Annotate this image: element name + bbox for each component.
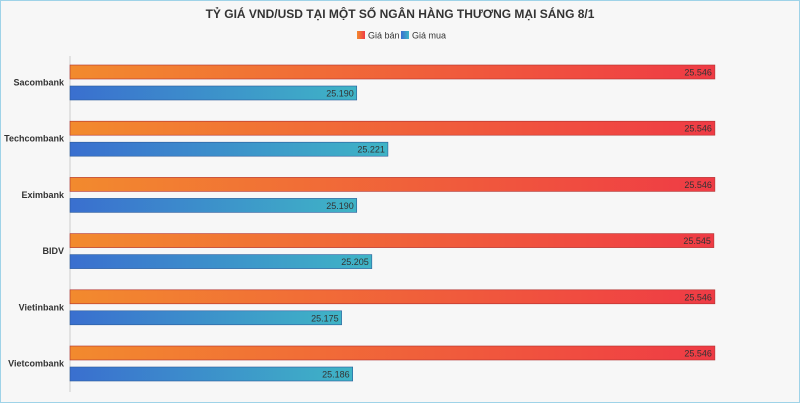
bars-group: Sacombank 25.546 25.190 Techcombank 25.546 25… — [4, 64, 716, 382]
bar-gia-ban — [69, 64, 716, 80]
category-label: Vietcombank — [8, 359, 65, 369]
legend-swatch-gia-ban — [357, 31, 365, 39]
category-label: Techcombank — [4, 134, 65, 144]
bar-value-label: 25.546 — [684, 124, 712, 134]
bar-value-label: 25.190 — [326, 201, 354, 211]
bar-value-label: 25.545 — [683, 236, 711, 246]
legend-swatch-gia-mua — [401, 31, 409, 39]
category-label: Sacombank — [13, 78, 65, 88]
category-label: Eximbank — [21, 190, 65, 200]
bar-value-label: 25.190 — [326, 89, 354, 99]
bar-gia-mua — [69, 85, 358, 101]
bar-value-label: 25.175 — [311, 313, 339, 323]
bar-value-label: 25.221 — [357, 145, 385, 155]
bar-value-label: 25.186 — [322, 370, 350, 380]
legend: Giá bán Giá mua — [357, 31, 446, 41]
bar-gia-mua — [69, 198, 358, 213]
bar-gia-mua — [69, 254, 373, 269]
bar-value-label: 25.546 — [684, 68, 712, 78]
bar-gia-mua — [69, 141, 389, 157]
bar-gia-ban — [69, 289, 716, 305]
chart-title: TỶ GIÁ VND/USD TẠI MỘT SỐ NGÂN HÀNG THƯƠ… — [206, 6, 595, 21]
bar-value-label: 25.546 — [684, 180, 712, 190]
bar-gia-ban — [69, 120, 716, 136]
bar-gia-ban — [69, 345, 716, 361]
category-label: Vietinbank — [19, 302, 65, 312]
bar-value-label: 25.205 — [341, 257, 369, 267]
bar-value-label: 25.546 — [684, 292, 712, 302]
bar-gia-mua — [69, 366, 354, 382]
bar-gia-ban — [69, 177, 716, 192]
category-label: BIDV — [42, 246, 64, 256]
bar-gia-mua — [69, 310, 342, 326]
bar-gia-ban — [69, 233, 715, 248]
bar-value-label: 25.546 — [684, 349, 712, 359]
legend-label-gia-ban: Giá bán — [368, 31, 400, 41]
legend-label-gia-mua: Giá mua — [412, 31, 446, 41]
